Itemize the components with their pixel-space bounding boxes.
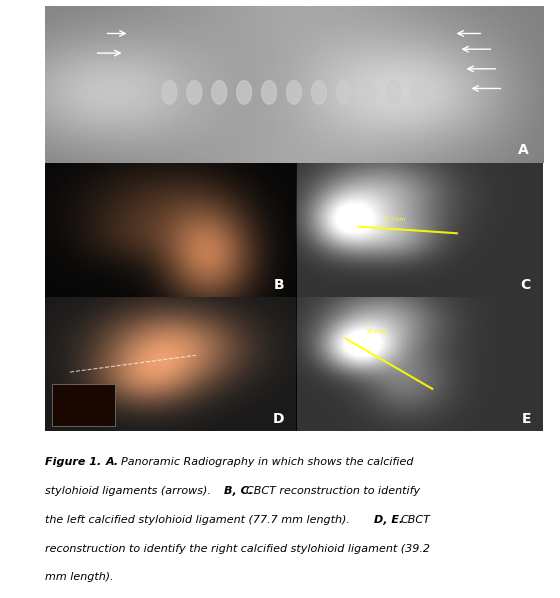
Text: B: B xyxy=(273,278,284,292)
Text: CBCT reconstruction to identify: CBCT reconstruction to identify xyxy=(246,486,421,496)
Text: B, C.: B, C. xyxy=(224,486,257,496)
Text: stylohioid ligaments (arrows).: stylohioid ligaments (arrows). xyxy=(45,486,214,496)
Ellipse shape xyxy=(311,81,326,104)
Text: 77.7mm: 77.7mm xyxy=(383,216,406,222)
Ellipse shape xyxy=(411,81,426,104)
Ellipse shape xyxy=(237,81,251,104)
Text: mm length).: mm length). xyxy=(45,572,114,582)
Text: Panoramic Radiography in which shows the calcified: Panoramic Radiography in which shows the… xyxy=(121,457,413,468)
Ellipse shape xyxy=(187,81,202,104)
FancyBboxPatch shape xyxy=(52,384,115,426)
Ellipse shape xyxy=(361,81,376,104)
Ellipse shape xyxy=(287,81,301,104)
Text: D: D xyxy=(272,411,284,426)
Text: CBCT: CBCT xyxy=(400,515,430,525)
Text: the left calcified stylohioid ligament (77.7 mm length).: the left calcified stylohioid ligament (… xyxy=(45,515,353,525)
Ellipse shape xyxy=(212,81,227,104)
Ellipse shape xyxy=(162,81,177,104)
Text: Figure 1.: Figure 1. xyxy=(45,457,105,468)
Ellipse shape xyxy=(386,81,401,104)
Ellipse shape xyxy=(262,81,277,104)
Text: A: A xyxy=(517,143,528,157)
Text: D, E.: D, E. xyxy=(374,515,407,525)
Text: A.: A. xyxy=(105,457,122,468)
Text: C: C xyxy=(521,278,531,292)
Text: reconstruction to identify the right calcified stylohioid ligament (39.2: reconstruction to identify the right cal… xyxy=(45,544,430,554)
Text: 39.2mm: 39.2mm xyxy=(366,328,389,334)
Ellipse shape xyxy=(337,81,351,104)
Text: E: E xyxy=(521,411,531,426)
